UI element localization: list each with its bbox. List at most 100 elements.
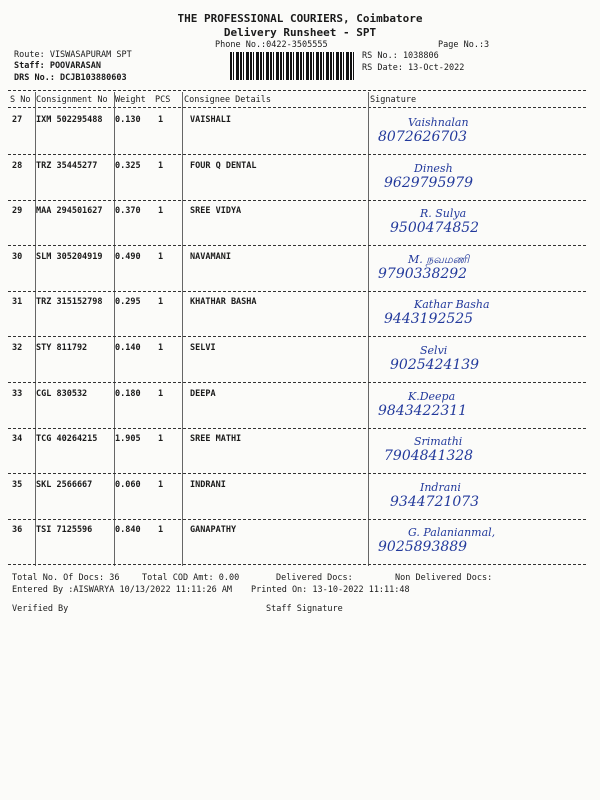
col-consignee: Consignee Details [184, 95, 271, 105]
cell-sno: 28 [12, 160, 23, 171]
cell-cn: CGL 830532 [36, 388, 88, 399]
divider [8, 90, 586, 91]
divider [8, 382, 586, 383]
signature-name: Indrani [420, 480, 461, 494]
signature-name: R. Sulya [420, 207, 467, 221]
table-row: 33 CGL 830532 0.180 1 DEEPA K.Deepa 9843422311 [0, 384, 600, 429]
signature-phone: 9025893889 [378, 539, 468, 556]
cell-cn: SKL 2566667 [36, 479, 93, 490]
signature-phone: 9629795979 [384, 174, 474, 191]
column-line [368, 92, 369, 566]
cell-cn: TCG 40264215 [36, 434, 98, 445]
cell-name: SREE MATHI [190, 434, 242, 445]
divider [8, 427, 586, 429]
phone: Phone No.:0422-3505555 [215, 40, 328, 50]
table-row: 29 MAA 294501627 0.370 1 SREE VIDYA R. Sulya 9… [0, 201, 600, 247]
cell-cn: TSI 7125596 [36, 525, 93, 536]
cell-sno: 27 [12, 115, 23, 125]
column-line [114, 92, 115, 566]
signature-phone: 9025424139 [390, 357, 480, 373]
cell-wt: 0.840 [115, 525, 141, 536]
cell-wt: 0.060 [115, 479, 141, 490]
divider [8, 518, 586, 520]
cell-pcs: 1 [158, 206, 164, 217]
divider [8, 473, 586, 475]
verified-by: Verified By [12, 604, 69, 614]
signature-phone: 9443192525 [384, 311, 474, 328]
signature-phone: 8072626703 [378, 129, 468, 145]
column-line [35, 92, 36, 566]
col-signature: Signature [370, 95, 417, 105]
cell-sno: 35 [12, 479, 23, 490]
handwritten-signature: R. Sulya 9500474852 [390, 207, 479, 236]
table-row: 31 TRZ 315152798 0.295 1 KHATHAR BASHA Kathar… [0, 292, 600, 338]
printed-on: Printed On: 13-10-2022 11:11:48 [251, 585, 410, 595]
signature-phone: 9500474852 [390, 220, 480, 237]
divider [8, 336, 586, 338]
cell-pcs: 1 [158, 525, 164, 536]
table-row: 28 TRZ 35445277 0.325 1 FOUR Q DENTAL Dinesh 9… [0, 156, 600, 201]
col-pcs: PCS [155, 95, 171, 105]
col-weight: Weight [115, 95, 146, 105]
signature-name: K.Deepa [408, 389, 456, 403]
cell-sno: 33 [12, 388, 23, 399]
cell-pcs: 1 [158, 434, 164, 445]
cell-wt: 0.180 [115, 388, 141, 399]
cell-sno: 29 [12, 206, 23, 217]
signature-phone: 9843422311 [378, 402, 468, 419]
col-consignment: Consignment No [36, 95, 108, 105]
cell-cn: IXM 502295488 [36, 115, 103, 125]
cell-pcs: 1 [158, 115, 164, 125]
table-row: 35 SKL 2566667 0.060 1 INDRANI Indrani 9344721… [0, 475, 600, 520]
signature-phone: 9790338292 [378, 265, 468, 282]
cell-wt: 0.370 [115, 206, 141, 217]
signature-phone: 7904841328 [384, 448, 474, 465]
cell-wt: 1.905 [115, 434, 141, 445]
barcode [230, 52, 356, 80]
cell-name: VAISHALI [190, 115, 231, 125]
divider [8, 245, 586, 247]
handwritten-signature: Indrani 9344721073 [390, 481, 479, 510]
document-title: Delivery Runsheet - SPT [223, 26, 377, 39]
handwritten-signature: M. நவமணி 9790338292 [378, 253, 469, 282]
cell-wt: 0.140 [115, 343, 141, 353]
signature-name: Vaishnalan [408, 116, 469, 129]
cell-sno: 34 [12, 434, 23, 445]
signature-name: Kathar Basha [414, 298, 490, 312]
handwritten-signature: G. Palanianmal, 9025893889 [378, 526, 495, 555]
cell-sno: 32 [12, 343, 23, 353]
cell-name: SELVI [190, 343, 216, 353]
cell-pcs: 1 [158, 479, 164, 490]
cell-sno: 31 [12, 297, 23, 308]
signature-name: M. நவமணி [408, 252, 470, 266]
signature-name: Srimathi [414, 435, 463, 449]
cell-pcs: 1 [158, 343, 164, 353]
delivered-docs: Delivered Docs: [276, 573, 353, 583]
cell-pcs: 1 [158, 160, 164, 171]
entered-by: Entered By :AISWARYA 10/13/2022 11:11:26… [12, 585, 233, 595]
cell-pcs: 1 [158, 297, 164, 308]
table-row: 34 TCG 40264215 1.905 1 SREE MATHI Srimathi 79… [0, 429, 600, 475]
cell-sno: 30 [12, 251, 23, 262]
staff: Staff: POOVARASAN [14, 61, 101, 71]
cell-cn: TRZ 315152798 [36, 297, 103, 308]
cell-cn: STY 811792 [36, 343, 88, 353]
handwritten-signature: Selvi 9025424139 [390, 344, 479, 373]
cell-name: NAVAMANI [190, 251, 231, 262]
total-docs: Total No. Of Docs: 36 [12, 573, 120, 583]
cell-sno: 36 [12, 525, 23, 536]
handwritten-signature: K.Deepa 9843422311 [378, 390, 467, 419]
cell-wt: 0.130 [115, 115, 141, 125]
handwritten-signature: Vaishnalan 8072626703 [378, 116, 469, 145]
signature-name: Selvi [420, 344, 448, 357]
divider [8, 107, 586, 108]
cell-name: INDRANI [190, 479, 226, 490]
cell-cn: TRZ 35445277 [36, 160, 98, 171]
table-row: 36 TSI 7125596 0.840 1 GANAPATHY G. Palanianm… [0, 520, 600, 566]
cell-name: GANAPATHY [190, 525, 237, 536]
drs-number: DRS No.: DCJB103880603 [14, 73, 127, 83]
signature-name: Dinesh [414, 161, 453, 175]
cell-name: DEEPA [190, 388, 216, 399]
signature-phone: 9344721073 [390, 493, 480, 510]
col-sno: S No [10, 95, 31, 105]
